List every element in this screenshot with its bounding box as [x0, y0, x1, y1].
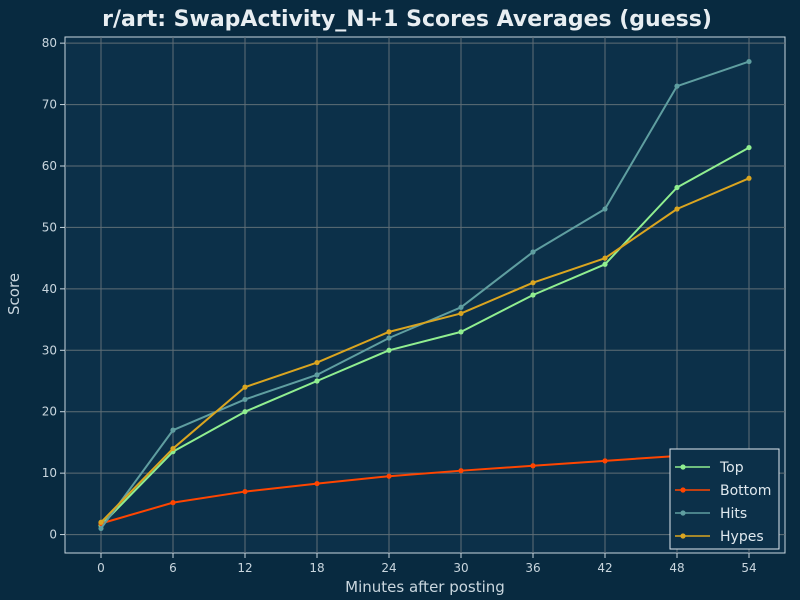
x-tick-label: 42	[597, 561, 612, 575]
y-tick-label: 0	[49, 528, 57, 542]
data-point-top	[746, 144, 752, 151]
legend-marker-hits	[680, 510, 686, 516]
x-tick-label: 0	[97, 561, 105, 575]
data-point-hits	[386, 335, 392, 341]
legend-label-bottom: Bottom	[720, 483, 771, 499]
data-point-hits	[602, 206, 608, 212]
data-point-bottom	[242, 488, 248, 495]
x-tick-label: 48	[669, 561, 684, 575]
legend-marker-hypes	[680, 533, 686, 539]
y-tick-label: 20	[42, 405, 57, 419]
data-point-top	[674, 184, 680, 191]
data-point-top	[458, 329, 464, 335]
x-tick-label: 12	[237, 561, 252, 575]
legend-box	[669, 448, 780, 550]
data-point-hits	[98, 525, 104, 532]
y-tick-label: 50	[42, 220, 57, 234]
data-point-hits	[746, 58, 752, 65]
x-axis-label: Minutes after posting	[345, 578, 505, 596]
series-line-hypes	[100, 177, 750, 523]
x-tick-label: 6	[169, 561, 177, 575]
data-point-bottom	[170, 500, 176, 506]
data-point-top	[314, 378, 320, 384]
legend-marker-top	[680, 464, 686, 470]
series-line-top	[100, 146, 750, 527]
data-point-hypes	[386, 329, 392, 335]
legend-label-hypes: Hypes	[720, 529, 764, 545]
legend-label-top: Top	[719, 460, 744, 476]
legend: Top Bottom Hits Hypes	[669, 448, 780, 550]
data-point-hits	[242, 396, 248, 403]
data-point-hypes	[242, 384, 248, 390]
data-point-hypes	[170, 445, 176, 452]
y-axis-label: Score	[5, 273, 23, 315]
chart-title: r/art: SwapActivity_N+1 Scores Averages …	[102, 7, 712, 32]
data-point-bottom	[530, 463, 536, 469]
legend-marker-bottom	[680, 487, 686, 493]
data-point-hypes	[746, 175, 752, 181]
data-point-top	[530, 292, 536, 298]
data-point-bottom	[458, 468, 464, 474]
data-point-hits	[674, 83, 680, 89]
data-point-top	[386, 347, 392, 353]
data-point-hypes	[530, 280, 536, 286]
data-point-hits	[530, 249, 536, 255]
data-point-hits	[314, 372, 320, 378]
data-point-hits	[170, 427, 176, 433]
y-tick-label: 70	[42, 98, 57, 112]
data-point-bottom	[314, 480, 320, 487]
series-line-bottom	[100, 450, 750, 525]
data-point-hits	[458, 304, 464, 310]
x-tick-label: 30	[453, 561, 468, 575]
y-tick-label: 10	[42, 466, 57, 480]
data-point-hypes	[674, 206, 680, 212]
data-point-bottom	[602, 458, 608, 464]
data-point-hypes	[98, 519, 104, 525]
data-point-top	[602, 261, 608, 267]
y-tick-label: 30	[42, 343, 57, 357]
plot-area: 0 6 12 18 24 30 36 42 48 54 0 10 20 30 40 50 60 70 80 Top Bo…	[42, 36, 786, 575]
x-tick-label: 18	[309, 561, 324, 575]
data-point-hypes	[602, 255, 608, 261]
x-tick-label: 54	[741, 561, 756, 575]
y-tick-label: 80	[42, 36, 57, 50]
x-tick-label: 36	[525, 561, 540, 575]
y-tick-label: 40	[42, 282, 57, 296]
y-tick-label: 60	[42, 159, 57, 173]
plot-background	[64, 36, 786, 554]
legend-label-hits: Hits	[720, 506, 747, 522]
data-point-bottom	[386, 473, 392, 479]
x-tick-label: 24	[381, 561, 396, 575]
data-point-top	[242, 409, 248, 415]
data-point-hypes	[314, 359, 320, 366]
data-point-hypes	[458, 310, 464, 317]
